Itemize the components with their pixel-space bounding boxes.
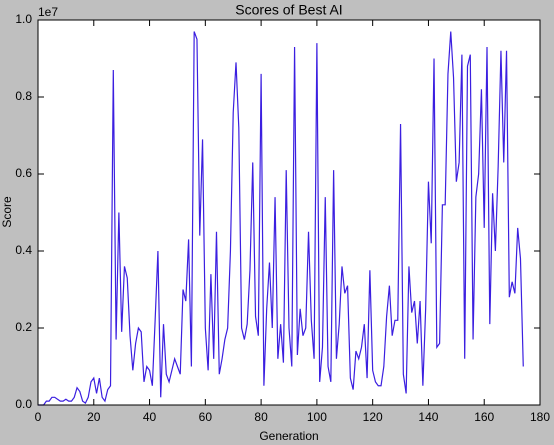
x-tick-label: 60 (199, 410, 213, 424)
x-tick-label: 180 (530, 410, 550, 424)
chart-title: Scores of Best AI (235, 2, 342, 18)
y-tick-label: 0.6 (15, 166, 32, 180)
x-tick-label: 80 (254, 410, 268, 424)
x-tick-label: 0 (35, 410, 42, 424)
x-tick-label: 40 (143, 410, 157, 424)
x-axis-label: Generation (259, 429, 318, 443)
x-tick-label: 20 (87, 410, 101, 424)
x-tick-label: 120 (363, 410, 383, 424)
x-tick-label: 100 (307, 410, 327, 424)
y-tick-label: 0.4 (15, 243, 32, 257)
y-tick-label: 0.2 (15, 320, 32, 334)
x-tick-label: 140 (418, 410, 438, 424)
y-offset-label: 1e7 (38, 5, 58, 19)
y-tick-label: 0.8 (15, 89, 32, 103)
plot-area (38, 20, 540, 405)
line (38, 31, 524, 406)
y-axis-label: Score (0, 196, 14, 228)
y-tick-label: 0.0 (15, 397, 32, 411)
x-tick-label: 160 (474, 410, 494, 424)
y-tick-label: 1.0 (15, 12, 32, 26)
plot-frame (37, 19, 541, 406)
